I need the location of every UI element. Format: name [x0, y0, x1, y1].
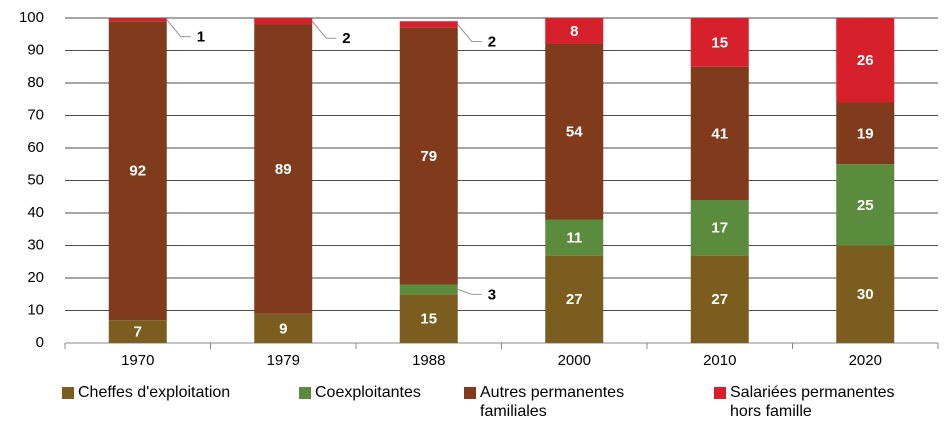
- bar-segment: [836, 18, 895, 103]
- x-tick-label: 2010: [703, 352, 736, 369]
- legend-item: Salariées permanentes hors famille: [714, 383, 914, 421]
- y-tick-label: 100: [19, 9, 44, 26]
- y-tick-label: 40: [27, 204, 44, 221]
- y-tick-label: 80: [27, 74, 44, 91]
- legend-item: Autres permanentes familiales: [464, 383, 684, 421]
- bar-segment: [836, 245, 895, 343]
- leader-line: [311, 20, 337, 39]
- data-label: 2: [342, 30, 350, 47]
- data-label: 19: [857, 125, 874, 142]
- legend-swatch: [299, 387, 311, 399]
- legend-item: Coexploitantes: [299, 383, 449, 402]
- x-tick-label: 1970: [121, 352, 154, 369]
- legend-swatch: [714, 387, 726, 399]
- data-label: 27: [566, 291, 583, 308]
- leader-line: [457, 288, 482, 295]
- data-label: 26: [857, 52, 874, 69]
- bar-segment: [690, 66, 749, 200]
- bar-segment: [108, 18, 167, 22]
- legend-label: Cheffes d'exploitation: [78, 384, 231, 401]
- legend-item: Cheffes d'exploitation: [62, 383, 262, 402]
- bar-segment: [254, 18, 313, 25]
- y-tick-label: 60: [27, 139, 44, 156]
- y-tick-label: 70: [27, 106, 44, 123]
- bar-segment: [836, 102, 895, 165]
- x-tick-label: 1988: [412, 352, 445, 369]
- bar-segment: [399, 27, 458, 285]
- bar-segment: [254, 24, 313, 314]
- bar-segment: [399, 21, 458, 28]
- y-tick-label: 50: [27, 171, 44, 188]
- data-label: 2: [488, 33, 496, 50]
- data-label: 92: [129, 163, 146, 180]
- bar-segment: [545, 44, 604, 220]
- legend-label: Coexploitantes: [315, 384, 421, 401]
- data-label: 27: [711, 291, 728, 308]
- x-tick-label: 2000: [558, 352, 591, 369]
- y-tick-label: 20: [27, 269, 44, 286]
- bar-segment: [545, 219, 604, 256]
- y-tick-label: 30: [27, 236, 44, 253]
- bar-segment: [690, 200, 749, 256]
- bar-segment: [545, 18, 604, 44]
- data-label: 15: [420, 311, 437, 328]
- legend-label: Autres permanentes familiales: [480, 384, 625, 420]
- plot: 0102030405060708090100197079211979989219…: [19, 9, 939, 369]
- data-label: 8: [570, 23, 578, 40]
- leader-line: [166, 19, 191, 38]
- bar-segment: [690, 255, 749, 343]
- legend: Cheffes d'exploitation Coexploitantes Autr…: [0, 383, 949, 428]
- x-tick-label: 1979: [267, 352, 300, 369]
- data-label: 41: [711, 125, 728, 142]
- bar-segment: [545, 255, 604, 343]
- legend-swatch: [62, 387, 74, 399]
- bar-segment: [254, 313, 313, 343]
- data-label: 11: [566, 229, 582, 246]
- data-label: 30: [857, 286, 874, 303]
- data-label: 7: [134, 324, 142, 341]
- bar-segment: [399, 284, 458, 295]
- y-tick-label: 0: [36, 334, 44, 351]
- data-label: 3: [488, 286, 496, 303]
- legend-swatch: [464, 387, 476, 399]
- bar-segment: [108, 21, 167, 321]
- data-label: 17: [711, 220, 728, 237]
- data-label: 1: [197, 29, 205, 46]
- data-label: 9: [279, 320, 287, 337]
- data-label: 25: [857, 197, 874, 214]
- x-tick-label: 2020: [849, 352, 882, 369]
- bar-segment: [690, 18, 749, 67]
- bar-segment: [836, 164, 895, 246]
- y-tick-label: 10: [27, 301, 44, 318]
- leader-line: [457, 24, 482, 42]
- data-label: 54: [566, 124, 583, 141]
- y-tick-label: 90: [27, 41, 44, 58]
- bar-segment: [108, 320, 167, 343]
- data-label: 79: [420, 148, 437, 165]
- legend-label: Salariées permanentes hors famille: [730, 384, 895, 420]
- data-label: 15: [711, 34, 728, 51]
- data-label: 89: [275, 161, 292, 178]
- bar-segment: [399, 294, 458, 343]
